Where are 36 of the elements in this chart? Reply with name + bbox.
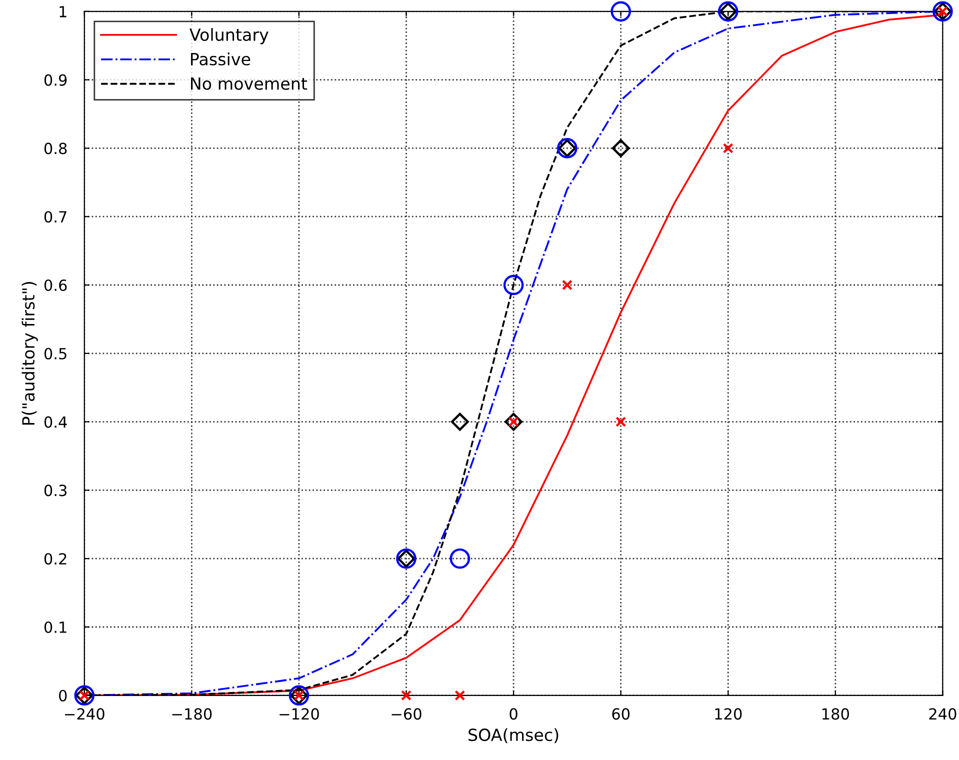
point: [722, 142, 734, 154]
point: [503, 274, 524, 296]
point: [450, 548, 470, 569]
x-tick-label: 240: [929, 708, 956, 720]
x-tick-label: 120: [715, 708, 742, 720]
point: [454, 690, 466, 701]
y-tick-label: 0.4: [44, 416, 67, 428]
y-tick-label: 0.3: [44, 484, 66, 496]
y-tick-label: 0.7: [44, 211, 66, 223]
point: [504, 412, 523, 431]
point: [612, 139, 630, 158]
y-tick-label: 0: [59, 690, 67, 702]
x-tick-label: 60: [612, 708, 630, 720]
legend-label: Passive: [191, 52, 250, 66]
x-axis-title: SOA(msec): [468, 728, 558, 744]
y-tick-label: 0.2: [44, 553, 66, 565]
x-tick-label: −120: [280, 708, 319, 720]
point: [400, 690, 412, 701]
point: [610, 1, 631, 22]
y-tick-label: 0.1: [44, 621, 66, 634]
y-axis-title: P("auditory first"): [22, 282, 38, 425]
y-tick-label: 1: [60, 6, 66, 18]
point: [616, 416, 626, 428]
x-tick-label: −240: [65, 708, 104, 720]
y-tick-label: 0.5: [44, 348, 66, 360]
point: [562, 280, 572, 290]
legend-label: Voluntary: [190, 28, 268, 44]
y-tick-label: 0.8: [44, 142, 67, 154]
x-tick-label: 0: [510, 708, 518, 720]
x-tick-label: −60: [392, 708, 422, 720]
legend-label: No movement: [191, 78, 308, 90]
y-tick-label: 0.6: [44, 279, 67, 292]
point: [450, 412, 469, 431]
x-tick-label: −180: [172, 708, 212, 720]
y-tick-label: 0.9: [44, 74, 67, 86]
x-tick-label: 180: [822, 708, 849, 720]
